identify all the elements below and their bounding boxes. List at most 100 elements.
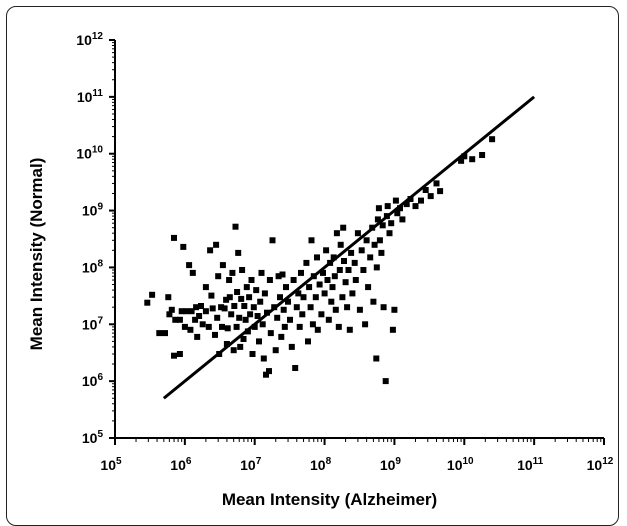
y-ticks: 105 106 107 108 109 1010 1011 1012 (76, 31, 115, 446)
data-point (246, 294, 253, 301)
data-point (342, 279, 349, 286)
data-point (192, 316, 199, 323)
data-point (344, 304, 351, 311)
data-point (240, 336, 247, 342)
data-point (373, 264, 380, 271)
data-point (280, 306, 287, 313)
data-point (214, 314, 221, 321)
data-point (261, 290, 268, 297)
data-point (458, 157, 465, 164)
data-point (238, 295, 245, 302)
data-point (144, 299, 151, 306)
data-point (306, 284, 313, 291)
data-point (171, 234, 177, 241)
data-point (239, 267, 246, 273)
data-point (360, 267, 367, 273)
data-point (367, 254, 374, 261)
data-point (213, 241, 220, 248)
fit-line (162, 95, 536, 400)
data-point (178, 308, 185, 315)
data-point (314, 254, 320, 261)
data-point (266, 277, 273, 283)
data-point (275, 273, 282, 280)
data-point (330, 254, 337, 261)
x-tick-label: 109 (380, 456, 402, 473)
data-point (392, 197, 399, 204)
data-point (321, 290, 328, 297)
data-point (378, 249, 385, 256)
data-point (199, 321, 206, 328)
y-tick-label: 106 (82, 372, 104, 389)
data-point (216, 351, 223, 357)
y-tick-label: 1010 (76, 145, 103, 162)
data-point (369, 224, 376, 231)
data-point (259, 321, 266, 328)
data-point (348, 249, 355, 256)
x-tick-label: 105 (100, 456, 122, 473)
data-point (376, 237, 383, 244)
data-point (248, 277, 255, 283)
data-point (212, 331, 218, 338)
data-point (233, 323, 240, 330)
data-point (263, 371, 269, 378)
data-point (309, 321, 316, 328)
data-point (223, 296, 230, 303)
x-tick-label: 107 (240, 456, 262, 473)
data-point (336, 267, 343, 273)
data-point (188, 308, 195, 315)
data-point (407, 196, 414, 202)
data-point (224, 325, 231, 332)
data-point (288, 343, 295, 350)
x-ticks: 105 106 107 108 109 1010 1011 1012 (100, 438, 614, 473)
data-point (352, 277, 359, 283)
data-point (335, 323, 342, 330)
data-point (279, 271, 286, 278)
data-point (250, 304, 257, 311)
data-point (433, 180, 440, 187)
data-point (209, 305, 216, 312)
data-point (221, 305, 228, 312)
data-point (389, 326, 396, 333)
data-point (180, 243, 187, 250)
chart-frame (6, 6, 619, 526)
data-point (391, 306, 398, 313)
data-point (162, 330, 168, 337)
data-point (314, 326, 321, 333)
data-point (208, 292, 215, 299)
data-point (333, 230, 340, 237)
data-point (337, 241, 344, 248)
data-point (283, 284, 289, 291)
data-point (285, 298, 291, 305)
data-point (341, 258, 347, 264)
data-point (205, 323, 212, 330)
data-point (403, 201, 410, 208)
data-point (223, 341, 230, 347)
x-tick-label: 1010 (447, 456, 474, 473)
data-point (165, 294, 172, 301)
data-point (168, 306, 175, 313)
data-point (399, 216, 406, 223)
data-point (207, 247, 214, 254)
data-point (251, 323, 258, 330)
data-point (278, 333, 285, 340)
data-point (328, 298, 335, 305)
data-point (194, 333, 201, 340)
data-point (258, 269, 265, 276)
data-point (277, 294, 283, 301)
data-point (187, 326, 194, 333)
data-point (299, 311, 306, 318)
data-point (374, 216, 381, 223)
data-point (370, 298, 377, 305)
data-point (320, 269, 326, 276)
data-point (325, 316, 332, 323)
data-point (271, 304, 278, 311)
data-point (296, 323, 303, 330)
data-point (386, 230, 393, 237)
data-point (229, 269, 236, 276)
data-point (303, 259, 310, 266)
data-point (382, 378, 389, 385)
y-tick-label: 107 (82, 315, 104, 332)
data-point (230, 347, 237, 354)
data-point (196, 313, 203, 319)
data-point (312, 294, 319, 301)
